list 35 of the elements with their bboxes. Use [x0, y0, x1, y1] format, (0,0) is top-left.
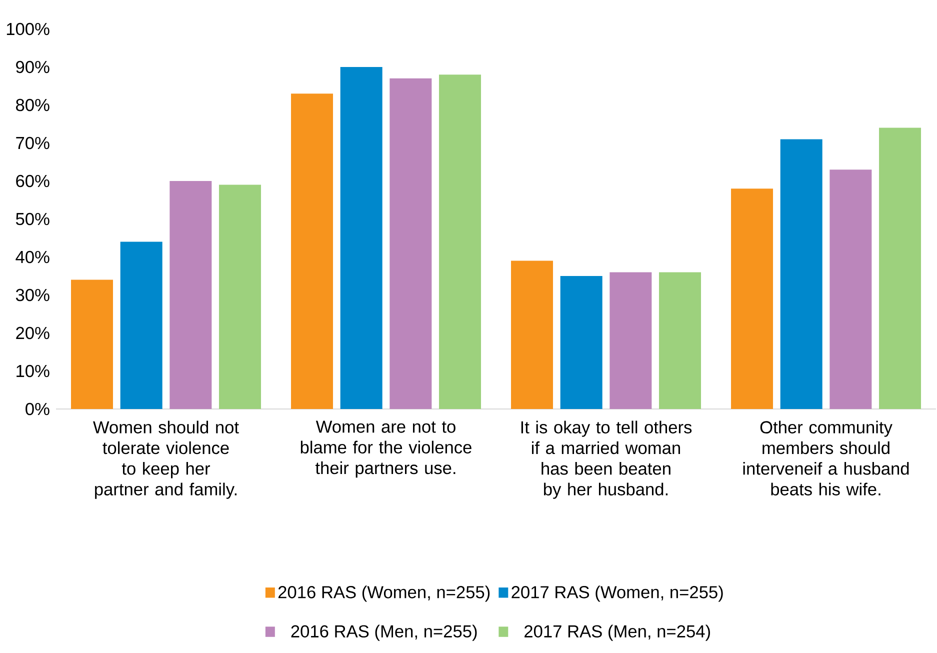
- bar: [511, 260, 554, 409]
- y-tick-label: 20%: [16, 326, 50, 340]
- bar: [71, 280, 114, 409]
- x-tick-label: Women should not tolerate violence to keep her partner and family.: [93, 420, 239, 499]
- x-tick-label: It is okay to tell others if a married woman has been beaten by her husband.: [521, 420, 692, 499]
- bar: [390, 78, 432, 409]
- y-tick-label: 0%: [26, 402, 50, 416]
- y-tick-label: 50%: [16, 212, 50, 226]
- bar: [120, 242, 162, 409]
- y-tick-label: 70%: [16, 136, 50, 150]
- y-tick-label: 60%: [16, 174, 50, 188]
- y-tick-label: 80%: [16, 98, 50, 112]
- bar: [659, 272, 702, 409]
- bar: [439, 74, 482, 409]
- legend-label: 2016 RAS (Women, n=255): [278, 586, 490, 602]
- legend-label: 2017 RAS (Women, n=255): [512, 586, 723, 602]
- y-tick-label: 100%: [6, 22, 50, 36]
- y-tick-label: 90%: [16, 60, 50, 74]
- legend-label: 2017 RAS (Men, n=254): [524, 624, 710, 641]
- bar: [170, 181, 212, 409]
- bar: [560, 276, 602, 409]
- legend-label: 2016 RAS (Men, n=255): [291, 624, 477, 641]
- x-tick-label: Women are not to blame for the violence their partners use.: [300, 420, 472, 478]
- bar: [291, 94, 334, 409]
- bar: [780, 139, 822, 409]
- bar: [731, 188, 774, 409]
- bar: [879, 128, 922, 409]
- bar: [610, 272, 652, 409]
- bar: [830, 170, 872, 409]
- bar: [219, 184, 262, 409]
- bar: [340, 66, 382, 409]
- y-tick-label: 10%: [16, 364, 50, 378]
- y-tick-label: 30%: [16, 288, 50, 302]
- x-tick-label: Other community members should interveneif a husband beats his wife.: [743, 420, 909, 496]
- y-tick-label: 40%: [16, 250, 50, 264]
